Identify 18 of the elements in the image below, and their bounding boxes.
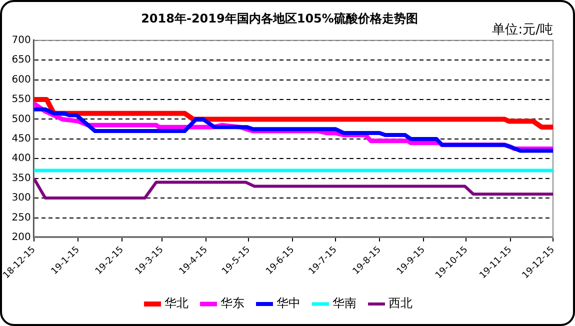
y-tick-label: 550 [12,94,31,106]
y-tick-label: 650 [12,54,31,66]
legend-label: 华东 [220,296,244,310]
y-tick-label: 300 [12,192,31,204]
y-tick-label: 450 [12,134,31,145]
text: 单位:元/吨 [492,22,553,38]
y-tick-label: 500 [12,114,31,125]
y-tick-label: 400 [12,153,31,164]
y-tick-label: 250 [12,212,31,224]
y-tick-label: 350 [12,172,31,184]
y-tick-label: 700 [12,34,31,46]
legend-label: 西北 [388,296,412,310]
y-tick-label: 600 [12,74,31,86]
chart-title: 2018年-2019年国内各地区105%硫酸价格走势图 [141,11,418,26]
legend-label: 华中 [276,296,300,310]
legend-label: 华北 [164,296,188,310]
y-tick-label: 200 [12,232,31,244]
legend-label: 华南 [332,296,356,310]
